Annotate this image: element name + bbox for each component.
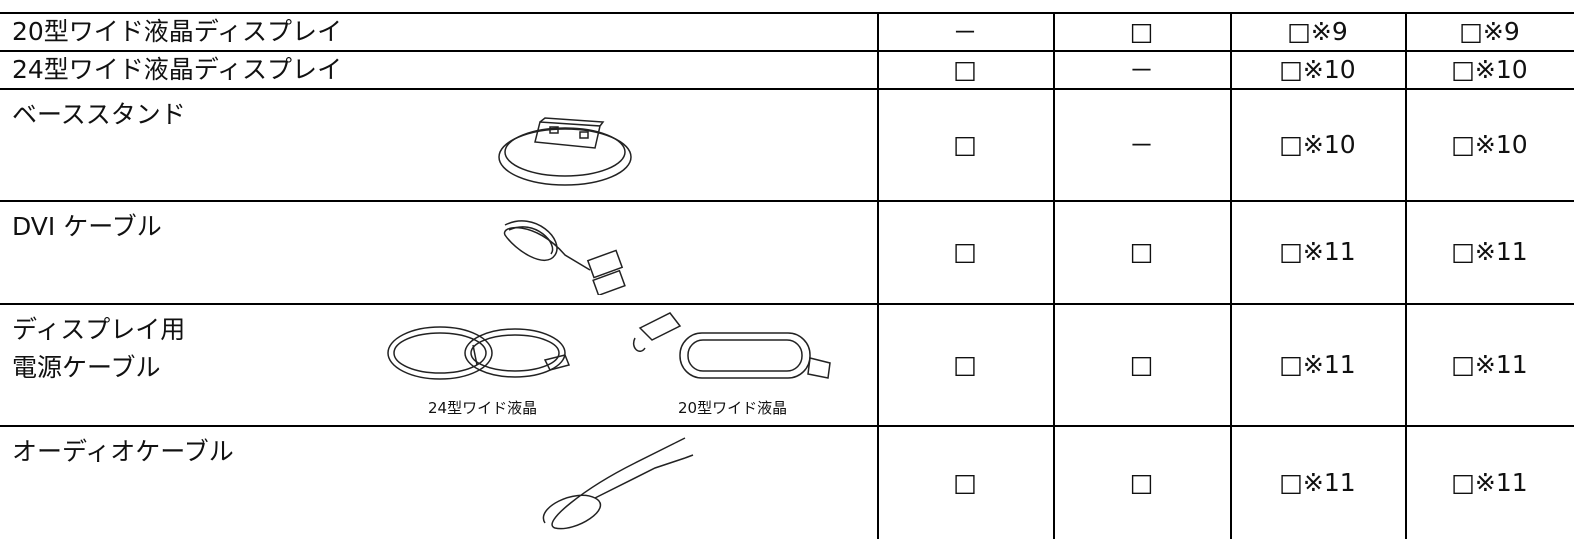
- row-label: 24型ワイド液晶ディスプレイ: [12, 55, 343, 84]
- cell: □: [1129, 467, 1154, 497]
- cell: □※10: [1451, 129, 1528, 159]
- cell: □※11: [1451, 349, 1528, 379]
- cell: □※11: [1279, 467, 1356, 497]
- dvi-cable-illustration: [503, 220, 626, 295]
- cell: □: [953, 237, 977, 266]
- cell: □※10: [1451, 54, 1528, 84]
- row-border: [0, 12, 1574, 14]
- cell: □: [1129, 237, 1154, 266]
- audio-cable-illustration: [542, 437, 694, 530]
- cell: □: [1129, 349, 1154, 379]
- power-cable-20-illustration: [633, 312, 831, 379]
- cell: □※11: [1451, 237, 1528, 266]
- row-label: ベーススタンド: [12, 100, 186, 129]
- cell: □※11: [1279, 237, 1356, 266]
- cell: □: [1129, 16, 1154, 46]
- image-caption: 20型ワイド液晶: [678, 399, 788, 417]
- base-stand-illustration: [498, 117, 632, 186]
- cell: □※11: [1451, 467, 1528, 497]
- cell: －: [1128, 131, 1154, 160]
- cell: □※9: [1459, 16, 1520, 46]
- column-border: [877, 12, 879, 539]
- cell: □※9: [1287, 16, 1348, 46]
- row-label: オーディオケーブル: [12, 437, 234, 466]
- row-border: [0, 200, 1574, 202]
- cell: －: [1128, 56, 1154, 85]
- image-caption: 24型ワイド液晶: [428, 399, 538, 417]
- cell: －: [952, 18, 978, 47]
- cell: □※10: [1279, 54, 1356, 84]
- row-border: [0, 425, 1574, 427]
- power-cable-24-illustration: [387, 326, 571, 380]
- row-label: 20型ワイド液晶ディスプレイ: [12, 17, 343, 46]
- row-border: [0, 303, 1574, 305]
- cell: □: [953, 129, 977, 159]
- cell: □: [953, 349, 977, 379]
- row-border: [0, 50, 1574, 52]
- cell: □※10: [1279, 129, 1356, 159]
- column-border: [1053, 12, 1055, 539]
- cell: □: [953, 467, 977, 497]
- row-label: DVI ケーブル: [12, 212, 162, 241]
- cell: □: [953, 54, 977, 84]
- column-border: [1230, 12, 1232, 539]
- row-label: ディスプレイ用 電源ケーブル: [12, 315, 186, 382]
- cell: □※11: [1279, 349, 1356, 379]
- column-border: [1405, 12, 1407, 539]
- row-border: [0, 88, 1574, 90]
